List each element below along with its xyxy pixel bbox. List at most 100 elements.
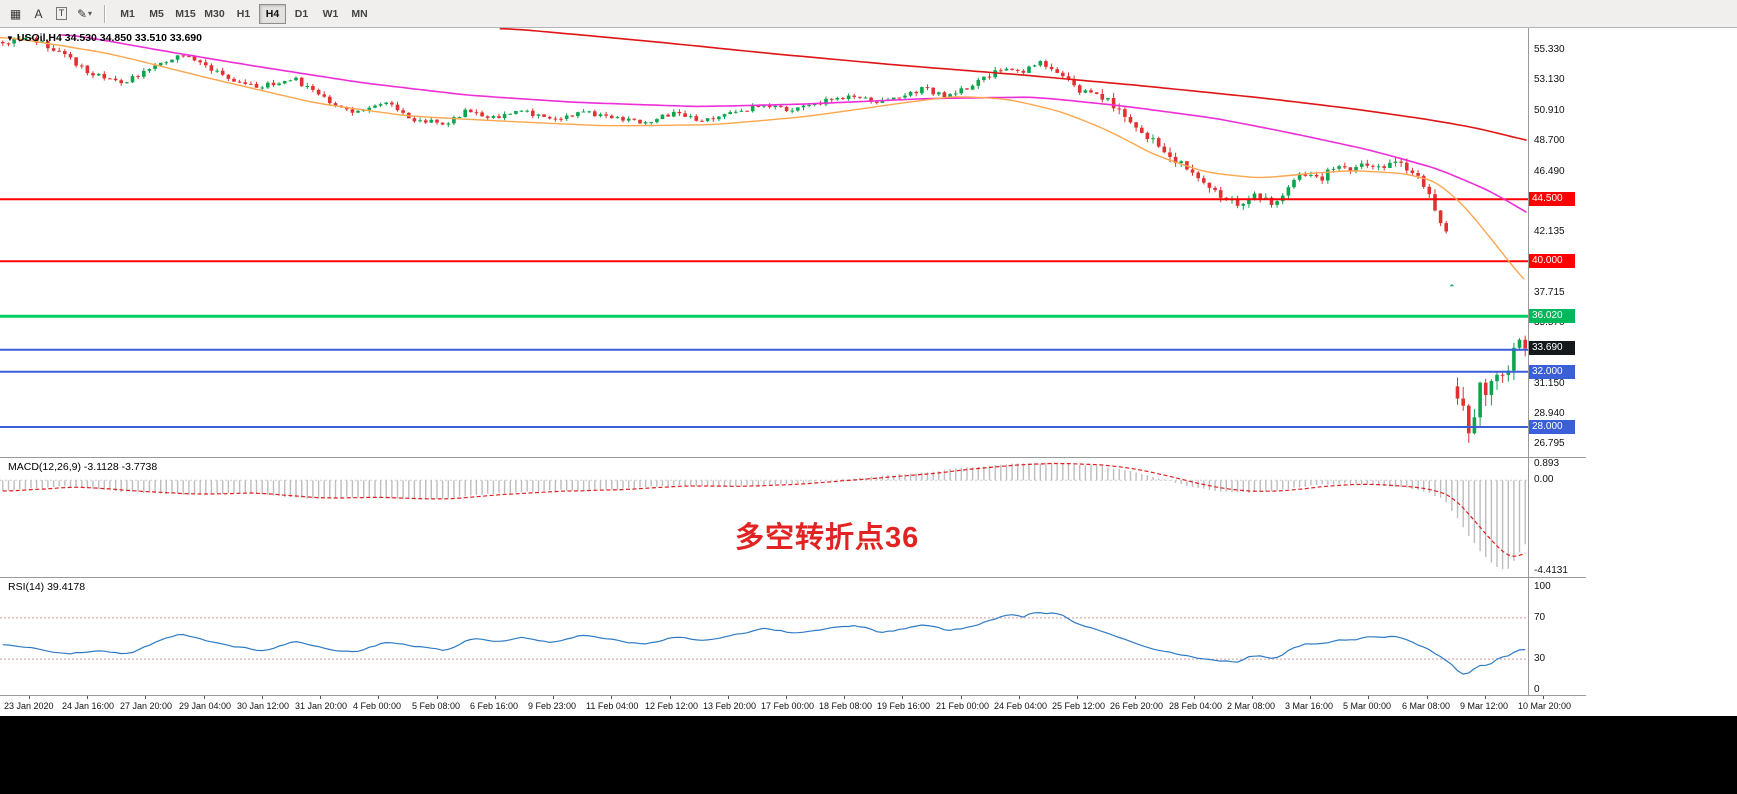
time-axis-label: 12 Feb 12:00 [645,701,699,711]
rsi-plot[interactable] [0,578,1528,694]
toolbar-separator [104,4,105,23]
time-axis-tick [1135,696,1136,699]
price-tick-label: 46.490 [1534,166,1565,177]
time-axis-label: 2 Mar 08:00 [1227,701,1276,711]
time-axis-label: 13 Feb 20:00 [703,701,757,711]
time-axis-tick [553,696,554,699]
time-axis-tick [1543,696,1544,699]
text-label-tool-icon[interactable]: T [50,3,73,24]
chart-area: 55.330 53.130 50.910 48.700 46.490 42.135 37.7… [0,28,1586,716]
timeframe-button-MN[interactable]: MN [351,7,368,20]
time-axis-tick [495,696,496,699]
price-tick-label: 28.940 [1534,408,1565,419]
price-badge-40.000: 40.000 [1529,254,1575,268]
rsi-axis-label: 100 [1534,581,1551,592]
time-axis-tick [611,696,612,699]
price-badge-36.020: 36.020 [1529,309,1575,323]
macd-annotation-text: 多空转折点36 [735,522,920,554]
rsi-axis-label: 0 [1534,684,1540,695]
time-axis-tick [786,696,787,699]
time-axis-tick [29,696,30,699]
toolbar: ▦ A T ✎ ▾ M1 M5 M15 M30 H1 H4 D1 W1 MN [0,0,1737,28]
rsi-axis: 100 70 30 0 [1529,578,1586,695]
time-axis-label: 11 Feb 04:00 [586,701,639,711]
rsi-level-lines [0,617,1528,660]
macd-signal-line [2,462,1526,557]
main-chart-plot[interactable] [0,28,1528,457]
time-axis-tick [87,696,88,699]
time-axis-tick [728,696,729,699]
new-order-icon[interactable]: ▦ [9,6,22,21]
rsi-axis-label: 70 [1534,612,1546,623]
time-axis-tick [1485,696,1486,699]
horizontal-level-lines [0,198,1528,428]
time-axis-label: 24 Feb 04:00 [994,701,1048,711]
time-axis-label: 30 Jan 12:00 [237,701,290,711]
time-axis-label: 21 Feb 00:00 [936,701,990,711]
time-axis-tick [1427,696,1428,699]
macd-indicator-label: MACD(12,26,9) -3.1128 -3.7738 [8,461,158,473]
price-tick-label: 55.330 [1534,44,1565,55]
timeframe-button-M15[interactable]: M15 [175,7,196,20]
cursor-tool-icon[interactable]: A [34,6,43,21]
macd-axis-label: 0.893 [1534,458,1560,469]
timeframe-button-D1[interactable]: D1 [294,7,309,20]
time-axis-label: 29 Jan 04:00 [179,701,232,711]
candlestick-series [1,36,1527,443]
time-axis-label: 31 Jan 20:00 [295,701,348,711]
timeframe-button-M1[interactable]: M1 [120,7,135,20]
time-axis-tick [437,696,438,699]
toolbar-tools: ▦ A T ✎ ▾ [4,3,96,24]
time-axis-label: 19 Feb 16:00 [877,701,931,711]
price-badge-32.000: 32.000 [1529,365,1575,379]
macd-axis-label: -4.4131 [1534,565,1568,576]
panel-separator [0,695,1586,696]
time-axis[interactable]: 23 Jan 2020 24 Jan 16:00 27 Jan 20:00 29 Ja… [0,696,1586,716]
time-axis-label: 18 Feb 08:00 [819,701,873,711]
timeframe-button-W1[interactable]: W1 [322,7,339,20]
time-axis-label: 5 Feb 08:00 [412,701,461,711]
time-axis-label: 27 Jan 20:00 [120,701,173,711]
time-axis-tick [204,696,205,699]
time-axis-label: 25 Feb 12:00 [1052,701,1106,711]
price-tick-label: 50.910 [1534,105,1565,116]
price-tick-label: 42.135 [1534,226,1565,237]
time-axis-label: 23 Jan 2020 [4,701,54,711]
time-axis-tick [262,696,263,699]
macd-plot[interactable] [0,458,1528,576]
time-axis-tick [961,696,962,699]
macd-axis-label: 0.00 [1534,474,1554,485]
rsi-indicator-label: RSI(14) 39.4178 [8,581,86,593]
symbol-dropdown-icon[interactable]: ▼ [6,34,14,43]
rsi-axis-label: 30 [1534,653,1546,664]
rsi-line [2,611,1526,675]
time-axis-label: 5 Mar 00:00 [1343,701,1392,711]
dropdown-arrow-icon: ▾ [88,9,93,18]
time-axis-label: 9 Feb 23:00 [528,701,577,711]
timeframe-button-H4[interactable]: H4 [259,3,286,24]
time-axis-tick [670,696,671,699]
macd-axis: 0.893 0.00 -4.4131 [1529,458,1586,576]
timeframe-group: M1 M5 M15 M30 H1 H4 D1 W1 MN [113,3,374,24]
timeframe-button-H1[interactable]: H1 [236,7,251,20]
time-axis-tick [1310,696,1311,699]
price-badge-44.500: 44.500 [1529,192,1575,206]
panel-separator [0,577,1586,578]
chart-title-text: USOil,H4 34.530 34.850 33.510 33.690 [16,32,202,44]
time-axis-label: 3 Mar 16:00 [1285,701,1334,711]
draw-shapes-tool-icon[interactable]: ✎ ▾ [76,6,93,21]
timeframe-button-M5[interactable]: M5 [149,7,164,20]
time-axis-tick [145,696,146,699]
time-axis-label: 9 Mar 12:00 [1460,701,1509,711]
price-tick-label: 48.700 [1534,135,1565,146]
timeframe-button-M30[interactable]: M30 [204,7,225,20]
time-axis-tick [1252,696,1253,699]
bottom-black-bar [0,716,1737,794]
time-axis-tick [1019,696,1020,699]
time-axis-tick [378,696,379,699]
time-axis-label: 6 Feb 16:00 [470,701,519,711]
price-tick-label: 26.795 [1534,438,1565,449]
time-axis-tick [1194,696,1195,699]
time-axis-tick [902,696,903,699]
price-axis[interactable]: 55.330 53.130 50.910 48.700 46.490 42.135 37.7… [1529,28,1586,457]
